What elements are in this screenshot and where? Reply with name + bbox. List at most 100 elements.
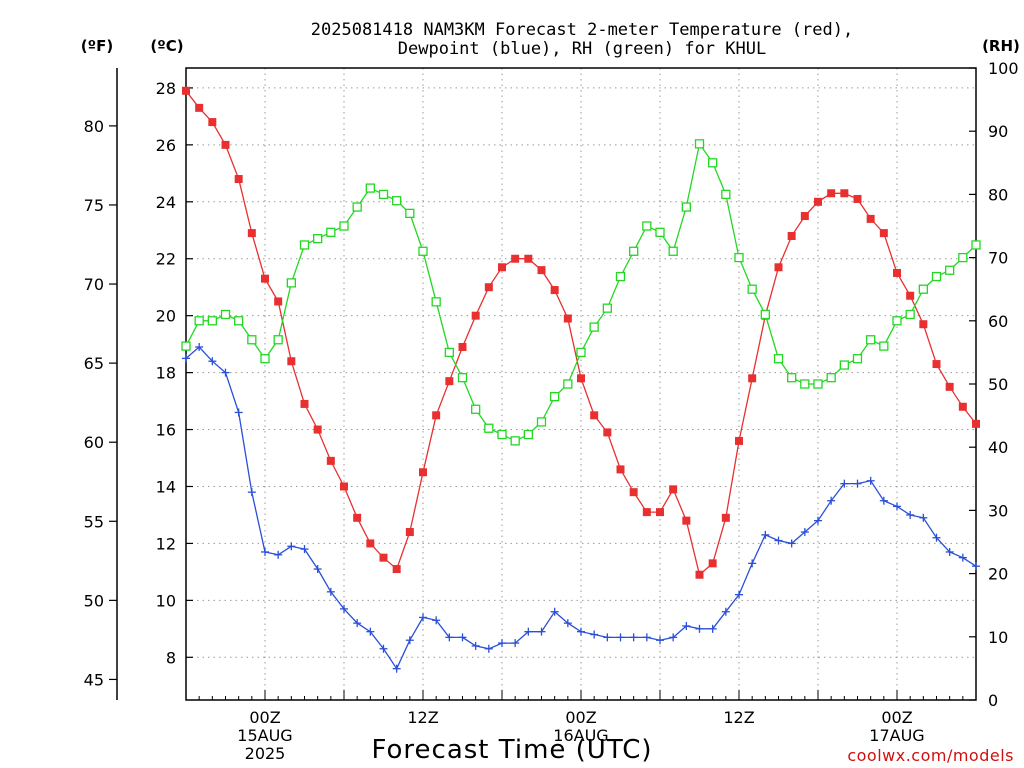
rh-tick-label: 90 — [988, 122, 1008, 141]
dewpoint-point — [550, 607, 559, 616]
fahrenheit-tick-label: 60 — [84, 433, 104, 452]
temperature-point — [182, 86, 190, 95]
temperature-point — [682, 516, 691, 525]
rh-point — [497, 429, 507, 440]
fahrenheit-tick-label: 70 — [84, 275, 104, 294]
dewpoint-point — [800, 528, 809, 537]
series-temperature — [182, 86, 980, 579]
rh-point — [405, 208, 415, 219]
temperature-point — [590, 411, 599, 420]
dewpoint-point — [603, 633, 612, 642]
rh-point — [813, 379, 823, 389]
temperature-point — [563, 314, 572, 323]
temperature-point — [392, 565, 401, 574]
temperature-point — [195, 103, 204, 112]
temperature-point — [458, 342, 467, 351]
dewpoint-point — [537, 627, 546, 636]
temperature-point — [893, 268, 901, 277]
temperature-point — [919, 320, 928, 329]
dewpoint-point — [182, 354, 190, 363]
dewpoint-point — [735, 590, 743, 599]
dewpoint-point — [840, 479, 849, 488]
dewpoint-point — [366, 627, 375, 636]
dewpoint-point — [287, 542, 296, 551]
rh-point — [602, 303, 612, 313]
rh-point — [392, 196, 402, 206]
temperature-point — [524, 254, 533, 263]
temperature-point — [735, 436, 743, 445]
rh-point — [220, 309, 231, 320]
dewpoint-point — [313, 565, 322, 574]
chart-title-line2: Dewpoint (blue), RH (green) for KHUL — [398, 39, 766, 59]
dewpoint-point — [511, 639, 520, 648]
dewpoint-point — [761, 530, 770, 539]
rh-point — [194, 316, 204, 326]
dewpoint-point — [972, 562, 980, 571]
rh-point — [510, 436, 520, 446]
dewpoint-point — [945, 547, 954, 556]
rh-point — [457, 373, 468, 383]
rh-point — [444, 347, 454, 358]
dewpoint-point — [906, 510, 915, 519]
data-series — [181, 86, 981, 673]
temperature-point — [498, 263, 506, 272]
rh-point — [234, 316, 244, 326]
temperature-point — [432, 411, 441, 420]
dewpoint-point — [340, 604, 348, 613]
rh-point — [313, 233, 323, 244]
temperature-point — [379, 553, 388, 562]
rh-tick-label: 50 — [988, 375, 1008, 394]
dewpoint-point — [471, 641, 480, 650]
dewpoint-point — [261, 547, 269, 556]
series-line-dewpoint — [185, 346, 977, 671]
rh-point — [681, 202, 691, 212]
dewpoint-point — [379, 644, 388, 653]
temperature-point — [445, 377, 454, 386]
temperature-point — [208, 118, 217, 127]
temperature-point — [300, 399, 309, 408]
rh-point — [286, 278, 296, 288]
rh-point — [260, 354, 270, 364]
fahrenheit-tick-label: 50 — [84, 591, 104, 610]
rh-point — [615, 271, 626, 282]
temperature-point — [642, 508, 651, 517]
rh-point — [536, 417, 547, 427]
temperature-point — [366, 539, 375, 548]
dewpoint-point — [392, 664, 401, 673]
chart-title-line1: 2025081418 NAM3KM Forecast 2-meter Tempe… — [311, 20, 853, 40]
grid-lines — [186, 68, 976, 700]
dewpoint-point — [247, 488, 256, 497]
celsius-tick-label: 16 — [156, 421, 176, 440]
x-tick-label: 12Z — [407, 708, 438, 727]
rh-point — [734, 252, 744, 263]
rh-tick-label: 70 — [988, 249, 1008, 268]
fahrenheit-tick-label: 65 — [84, 354, 104, 373]
temperature-point — [577, 374, 585, 383]
temperature-point — [879, 229, 888, 238]
rh-point — [471, 404, 481, 414]
temperature-point — [853, 194, 862, 203]
celsius-tick-label: 22 — [156, 250, 176, 269]
temperature-point — [234, 175, 243, 184]
temperature-point — [484, 283, 493, 292]
rh-point — [918, 284, 928, 294]
rh-point — [378, 189, 389, 200]
rh-point — [826, 373, 836, 383]
temperature-point — [550, 286, 559, 295]
temperature-point — [958, 402, 967, 411]
rh-point — [931, 271, 942, 282]
rh-point — [550, 391, 560, 402]
temperature-point — [405, 528, 414, 537]
x-axis-label: Forecast Time (UTC) — [371, 735, 652, 765]
axis-ticks: 8 10 12 14 16 18 20 22 24 26 28 45 50 55 60 65 70 75 80 0 10… — [84, 59, 1019, 763]
rh-point — [418, 246, 428, 256]
celsius-tick-label: 8 — [166, 648, 176, 667]
x-tick-label: 00Z — [881, 708, 912, 727]
temperature-point — [721, 513, 730, 522]
rh-point — [655, 227, 665, 237]
dewpoint-point — [195, 342, 204, 351]
temperature-point — [261, 274, 269, 283]
celsius-tick-label: 24 — [156, 193, 176, 212]
dewpoint-point — [353, 619, 362, 628]
